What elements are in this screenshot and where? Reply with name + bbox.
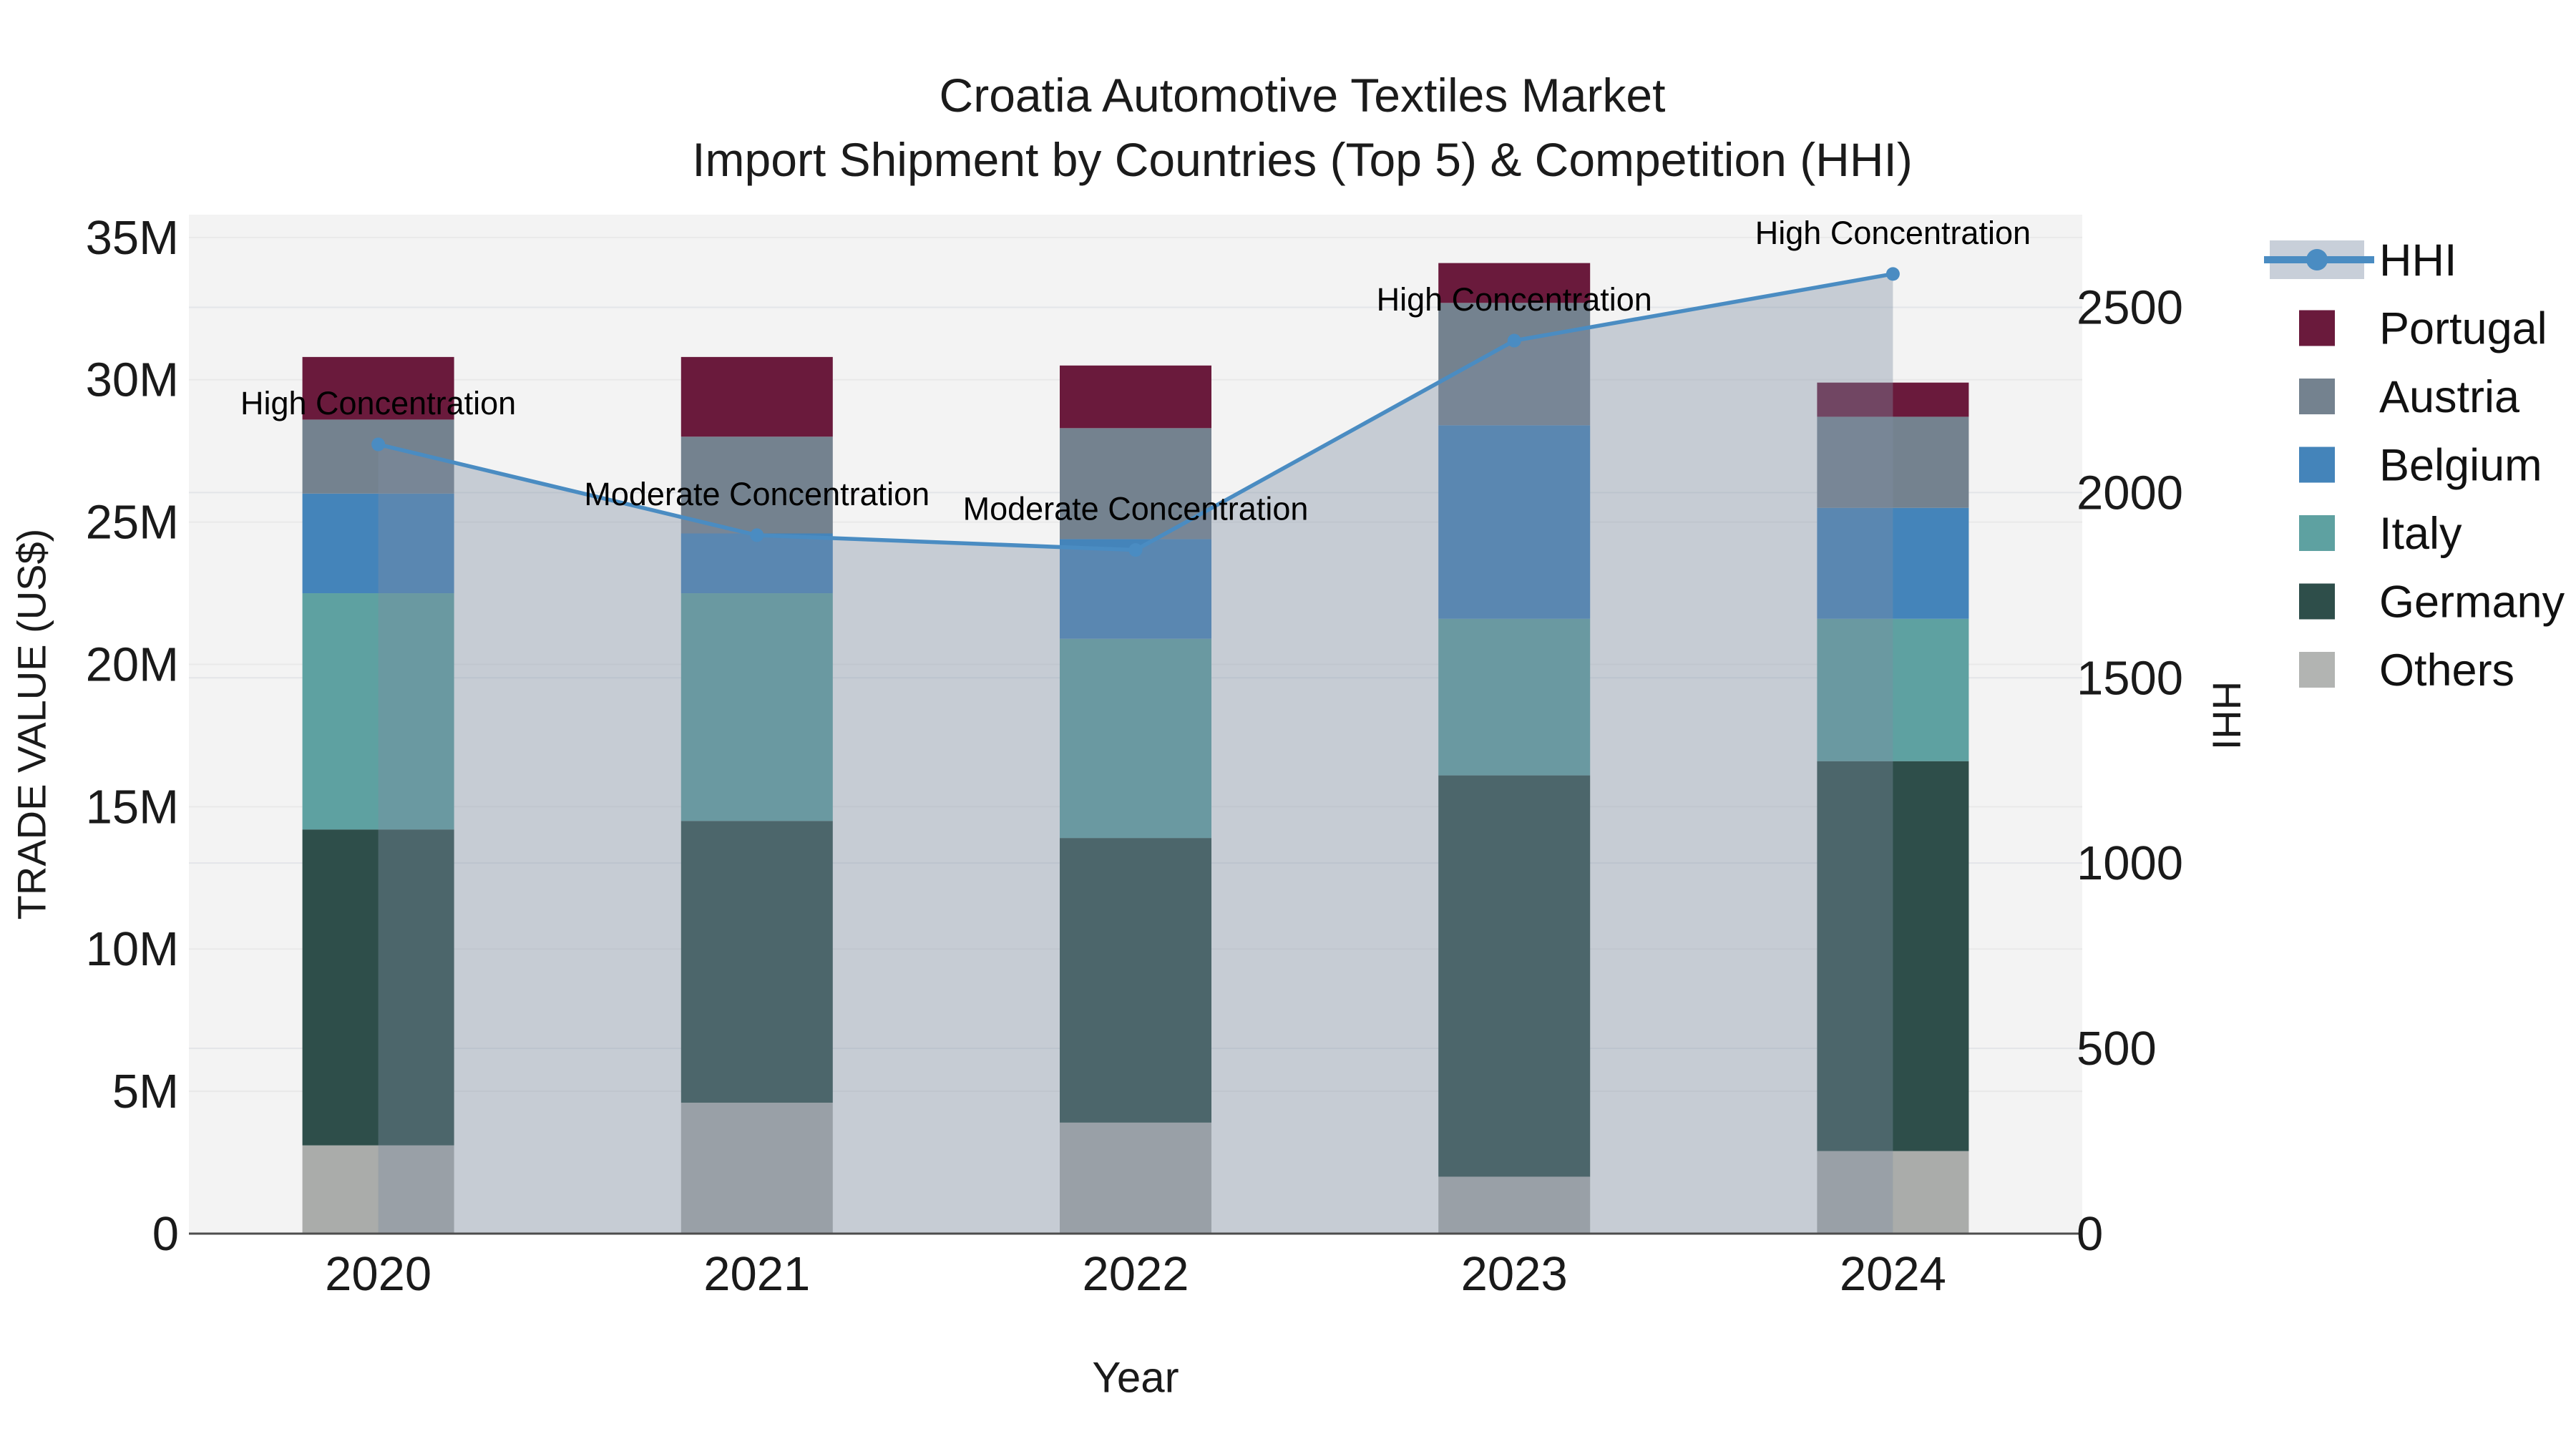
legend-item-austria[interactable]: Austria (2299, 372, 2520, 422)
bar-segment-portugal-2020[interactable] (302, 356, 454, 420)
bar-segment-italy-2020[interactable] (302, 593, 454, 830)
legend-item-portugal[interactable]: Portugal (2299, 304, 2547, 354)
y-right-tick: 1500 (2077, 651, 2183, 705)
bar-segment-belgium-2024[interactable] (1817, 507, 1969, 619)
legend-swatch-germany (2299, 583, 2335, 620)
bar-segment-belgium-2020[interactable] (302, 493, 454, 594)
y-left-tick: 10M (86, 922, 179, 976)
y-left-tick: 0 (152, 1207, 179, 1261)
bar-segment-portugal-2022[interactable] (1060, 365, 1211, 429)
bar-segment-portugal-2024[interactable] (1817, 382, 1969, 417)
x-tick-2020: 2020 (325, 1247, 431, 1301)
legend-label: HHI (2379, 235, 2457, 286)
legend-item-hhi[interactable]: HHI (2264, 235, 2457, 286)
annotation-2021: Moderate Concentration (584, 476, 930, 512)
legend-label: Austria (2379, 372, 2520, 422)
bar-segment-italy-2024[interactable] (1817, 618, 1969, 761)
hhi-marker-2023[interactable] (1507, 333, 1521, 348)
x-tick-2023: 2023 (1461, 1247, 1568, 1301)
bar-segment-germany-2023[interactable] (1438, 775, 1591, 1177)
legend-item-italy[interactable]: Italy (2299, 509, 2462, 559)
chart-title-line1: Croatia Automotive Textiles Market (939, 69, 1666, 122)
bar-segment-austria-2023[interactable] (1438, 303, 1591, 426)
bar-segment-austria-2021[interactable] (680, 436, 833, 534)
bar-segment-others-2021[interactable] (680, 1103, 833, 1234)
bar-segment-others-2023[interactable] (1438, 1176, 1591, 1234)
y-left-tick: 5M (112, 1065, 179, 1118)
hhi-marker-2021[interactable] (750, 528, 764, 542)
bar-segment-austria-2024[interactable] (1817, 416, 1969, 508)
legend-label: Portugal (2379, 304, 2547, 354)
x-tick-2021: 2021 (703, 1247, 810, 1301)
annotation-2023: High Concentration (1377, 281, 1652, 318)
bar-segment-portugal-2023[interactable] (1438, 263, 1591, 303)
bar-segment-belgium-2023[interactable] (1438, 425, 1591, 619)
bar-segment-belgium-2021[interactable] (680, 533, 833, 594)
annotation-2022: Moderate Concentration (963, 491, 1309, 527)
bar-segment-others-2024[interactable] (1817, 1151, 1969, 1234)
bar-segment-italy-2021[interactable] (680, 593, 833, 821)
bar-segment-portugal-2021[interactable] (680, 356, 833, 437)
bar-segment-others-2020[interactable] (302, 1145, 454, 1234)
legend-label: Italy (2379, 509, 2462, 559)
legend-label: Germany (2379, 577, 2565, 628)
annotation-2024: High Concentration (1755, 215, 2031, 251)
x-axis-title: Year (1092, 1353, 1179, 1402)
y-right-tick: 0 (2077, 1207, 2103, 1261)
y-right-tick: 1000 (2077, 836, 2183, 890)
legend-swatch-others (2299, 652, 2335, 688)
legend-item-belgium[interactable]: Belgium (2299, 441, 2542, 491)
hhi-area-fill (378, 273, 1893, 1234)
legend-swatch-italy (2299, 515, 2335, 551)
bar-segment-germany-2024[interactable] (1817, 761, 1969, 1151)
y-left-tick: 15M (86, 780, 179, 834)
y-right-tick: 2500 (2077, 280, 2183, 334)
legend-swatch-austria (2299, 379, 2335, 414)
legend-item-germany[interactable]: Germany (2299, 577, 2565, 628)
legend-label: Belgium (2379, 441, 2542, 491)
hhi-marker-2022[interactable] (1128, 543, 1143, 557)
bar-segment-italy-2023[interactable] (1438, 618, 1591, 776)
x-tick-2024: 2024 (1840, 1247, 1946, 1301)
bar-segment-italy-2022[interactable] (1060, 638, 1211, 839)
hhi-marker-2024[interactable] (1885, 267, 1900, 281)
chart-title: Croatia Automotive Textiles Market Impor… (692, 63, 1913, 192)
hhi-marker-2020[interactable] (371, 437, 386, 452)
y-left-tick: 35M (86, 211, 179, 265)
legend-swatch-belgium (2299, 447, 2335, 483)
chart-title-line2: Import Shipment by Countries (Top 5) & C… (692, 133, 1913, 187)
bar-segment-germany-2020[interactable] (302, 829, 454, 1146)
legend-label: Others (2379, 645, 2514, 696)
y-left-tick: 30M (86, 353, 179, 407)
y-right-tick: 2000 (2077, 466, 2183, 519)
annotation-2020: High Concentration (240, 385, 516, 421)
y-left-tick: 20M (86, 638, 179, 691)
y-right-tick: 500 (2077, 1022, 2157, 1075)
y-left-tick: 25M (86, 496, 179, 550)
legend-swatch-portugal (2299, 310, 2335, 346)
bar-segment-others-2022[interactable] (1060, 1122, 1211, 1234)
x-tick-2022: 2022 (1082, 1247, 1189, 1301)
legend-item-others[interactable]: Others (2299, 645, 2514, 696)
bar-segment-germany-2022[interactable] (1060, 838, 1211, 1123)
legend-hhi-marker-sample (2306, 249, 2328, 270)
bar-segment-germany-2021[interactable] (680, 821, 833, 1103)
